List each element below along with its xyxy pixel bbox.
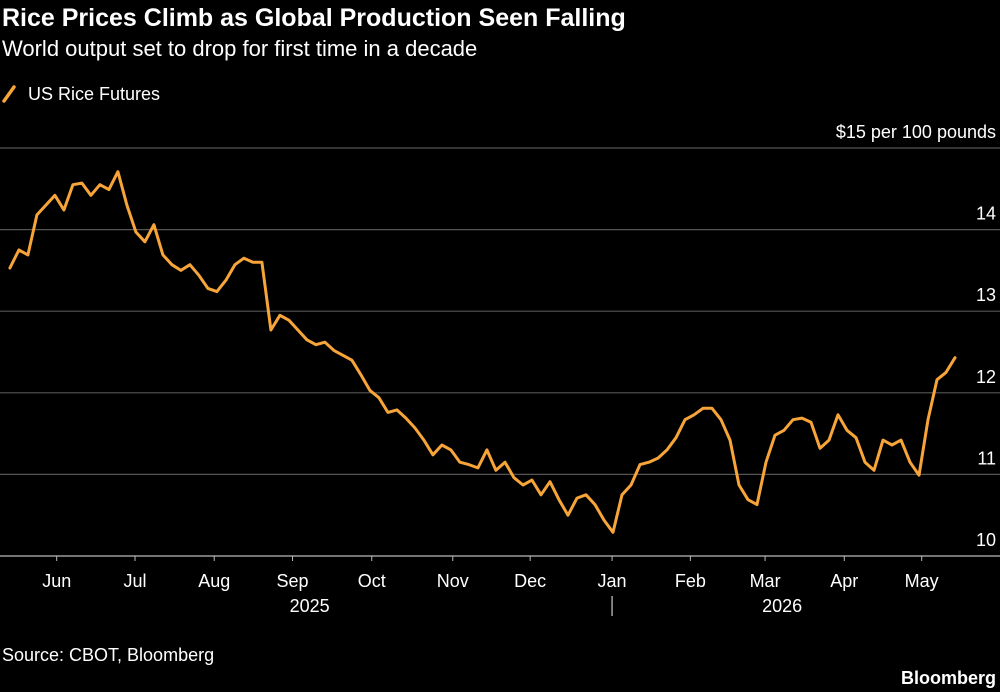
x-tick-label: Jun <box>42 571 71 591</box>
legend-label: US Rice Futures <box>28 84 160 104</box>
y-tick-label: $15 per 100 pounds <box>836 122 996 142</box>
chart-title: Rice Prices Climb as Global Production S… <box>2 4 626 32</box>
x-tick-label: Nov <box>437 571 469 591</box>
year-label: 2025 <box>290 596 330 616</box>
x-tick-label: May <box>905 571 939 591</box>
brand: Bloomberg <box>901 668 996 688</box>
y-tick-label: 11 <box>977 448 996 468</box>
x-tick-label: Dec <box>514 571 546 591</box>
source-note: Source: CBOT, Bloomberg <box>2 645 214 665</box>
y-tick-label: 13 <box>976 285 996 305</box>
x-tick-label: Jul <box>124 571 147 591</box>
x-tick-label: Oct <box>358 571 386 591</box>
x-tick-label: Sep <box>277 571 309 591</box>
x-tick-label: Apr <box>830 571 858 591</box>
series-line <box>8 170 957 534</box>
x-tick-label: Feb <box>675 571 706 591</box>
legend-swatch <box>2 85 16 103</box>
y-tick-label: 12 <box>976 367 996 387</box>
x-tick-label: Jan <box>598 571 627 591</box>
y-tick-label: 10 <box>976 530 996 550</box>
x-tick-label: Aug <box>198 571 230 591</box>
chart-subtitle: World output set to drop for first time … <box>2 36 477 61</box>
y-tick-label: 14 <box>976 204 996 224</box>
year-label: 2026 <box>762 596 802 616</box>
x-tick-label: Mar <box>750 571 781 591</box>
